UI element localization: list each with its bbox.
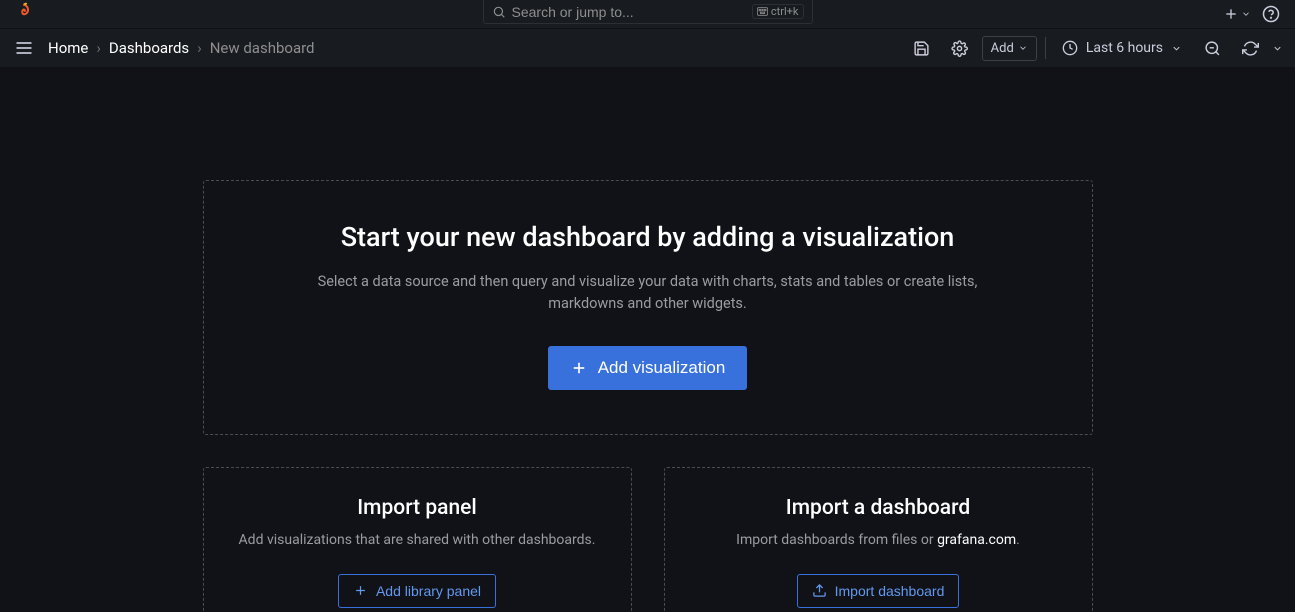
dashboard-settings-button[interactable] [944,32,976,64]
search-input[interactable] [512,4,752,20]
import-panel-subtitle: Add visualizations that are shared with … [234,530,601,552]
save-icon [913,40,930,57]
import-panel-card: Import panel Add visualizations that are… [203,467,632,612]
import-dashboard-label: Import dashboard [835,583,945,599]
empty-dashboard-hero: Start your new dashboard by adding a vis… [203,180,1093,435]
time-range-picker[interactable]: Last 6 hours [1054,36,1190,60]
import-dashboard-button[interactable]: Import dashboard [797,574,960,608]
grafana-logo[interactable] [12,2,36,26]
hero-subtitle: Select a data source and then query and … [298,271,998,316]
hamburger-icon [14,38,34,58]
help-button[interactable] [1259,2,1283,26]
menu-toggle[interactable] [12,36,36,60]
breadcrumb-dashboards[interactable]: Dashboards [109,39,189,57]
search-shortcut: ctrl+k [752,4,804,19]
upload-icon [812,583,827,598]
add-panel-menu[interactable]: Add [982,36,1037,61]
add-button-label: Add [991,41,1014,56]
zoom-out-icon [1204,40,1221,57]
zoom-out-button[interactable] [1196,32,1228,64]
search-icon [492,5,506,19]
hero-title: Start your new dashboard by adding a vis… [244,221,1052,253]
plus-icon [570,359,588,377]
breadcrumb-separator: › [197,39,202,57]
help-icon [1262,5,1280,23]
clock-icon [1062,40,1078,56]
import-dashboard-title: Import a dashboard [695,496,1062,520]
add-library-panel-label: Add library panel [376,583,481,599]
import-dashboard-card: Import a dashboard Import dashboards fro… [664,467,1093,612]
global-search[interactable]: ctrl+k [483,0,813,24]
time-range-label: Last 6 hours [1086,40,1163,56]
global-header: ctrl+k [0,0,1295,28]
chevron-down-icon [1018,43,1028,53]
refresh-icon [1242,40,1259,57]
add-visualization-label: Add visualization [598,358,726,378]
breadcrumb: Home › Dashboards › New dashboard [48,39,315,57]
chevron-down-icon [1241,9,1251,19]
divider [1045,37,1046,59]
plus-icon [1223,6,1239,22]
import-panel-title: Import panel [234,496,601,520]
chevron-down-icon [1171,43,1182,54]
add-library-panel-button[interactable]: Add library panel [338,574,496,608]
refresh-button[interactable] [1234,32,1266,64]
plus-icon [353,583,368,598]
refresh-interval-chevron[interactable] [1272,43,1283,54]
breadcrumb-home[interactable]: Home [48,39,88,57]
breadcrumb-current: New dashboard [210,39,315,57]
import-dashboard-subtitle: Import dashboards from files or grafana.… [695,530,1062,552]
gear-icon [951,40,968,57]
breadcrumb-separator: › [96,39,101,57]
dashboard-toolbar: Home › Dashboards › New dashboard Add La… [0,28,1295,68]
create-menu[interactable] [1223,6,1251,22]
dashboard-canvas: Start your new dashboard by adding a vis… [0,68,1295,612]
add-visualization-button[interactable]: Add visualization [548,346,748,390]
save-dashboard-button[interactable] [906,32,938,64]
